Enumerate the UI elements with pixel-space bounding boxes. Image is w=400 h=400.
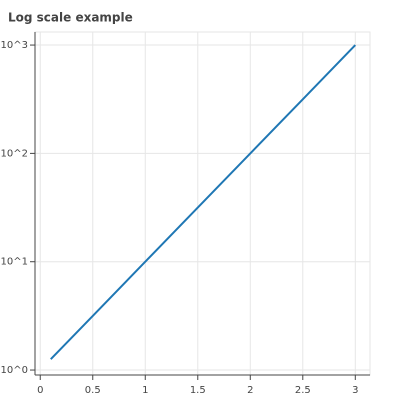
x-tick-label: 0 [37,385,43,396]
x-tick-label: 3 [352,385,358,396]
chart-title: Log scale example [8,11,133,25]
line-series [50,44,357,360]
x-tick-label: 1 [142,385,148,396]
x-tick-label: 2.5 [295,385,311,396]
x-tick-label: 2 [247,385,253,396]
y-tick-label: 10^0 [1,365,28,376]
x-tick-label: 1.5 [190,385,206,396]
x-tick-label: 0.5 [85,385,101,396]
y-tick-label: 10^3 [1,40,28,51]
y-tick-label: 10^2 [1,148,28,159]
y-tick-label: 10^1 [1,257,28,268]
